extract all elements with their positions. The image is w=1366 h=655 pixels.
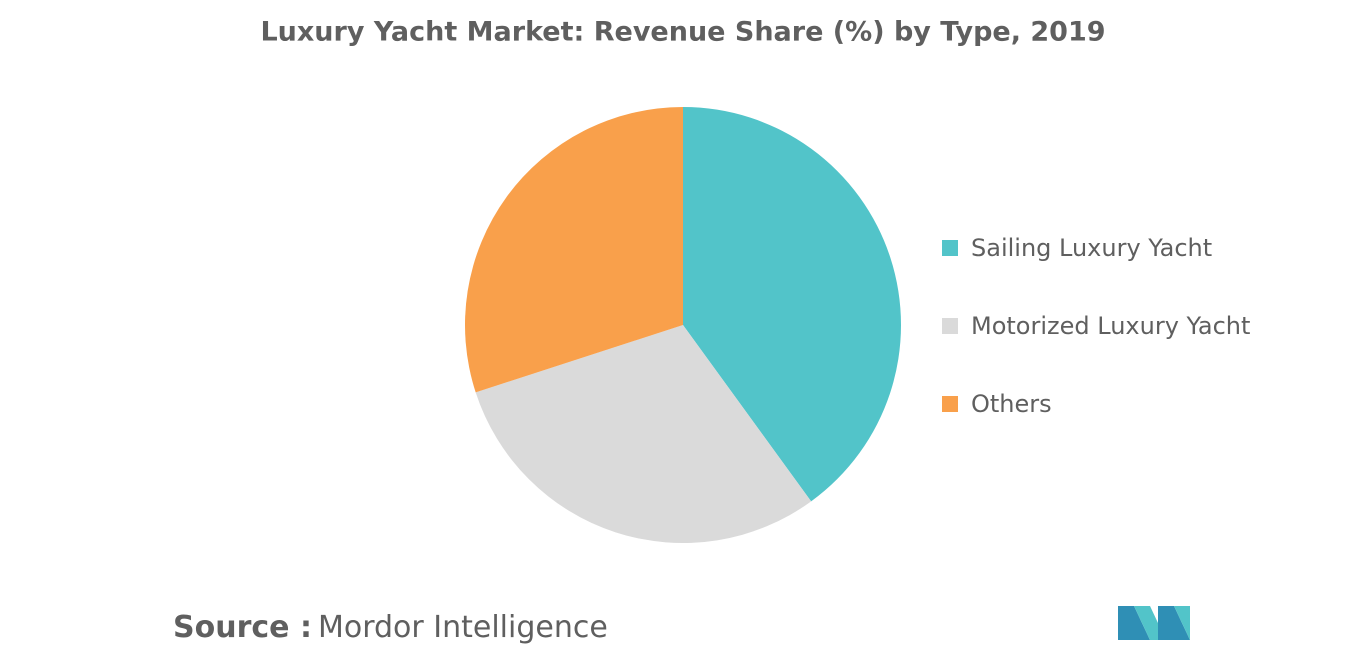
- chart-title: Luxury Yacht Market: Revenue Share (%) b…: [260, 17, 1105, 48]
- source-text: Mordor Intelligence: [318, 610, 608, 645]
- pie-slice: [464, 107, 683, 393]
- legend-label: Motorized Luxury Yacht: [971, 312, 1250, 340]
- legend-swatch: [942, 318, 958, 334]
- legend-label: Sailing Luxury Yacht: [971, 234, 1212, 262]
- legend-swatch: [942, 240, 958, 256]
- logo: [1118, 606, 1190, 640]
- legend-swatch: [942, 396, 958, 412]
- pie-slice: [683, 107, 901, 502]
- legend-label: Others: [971, 390, 1052, 418]
- pie-slice: [475, 325, 812, 544]
- source-key: Source :: [173, 610, 312, 645]
- source-label: Source : Mordor Intelligence: [173, 610, 608, 645]
